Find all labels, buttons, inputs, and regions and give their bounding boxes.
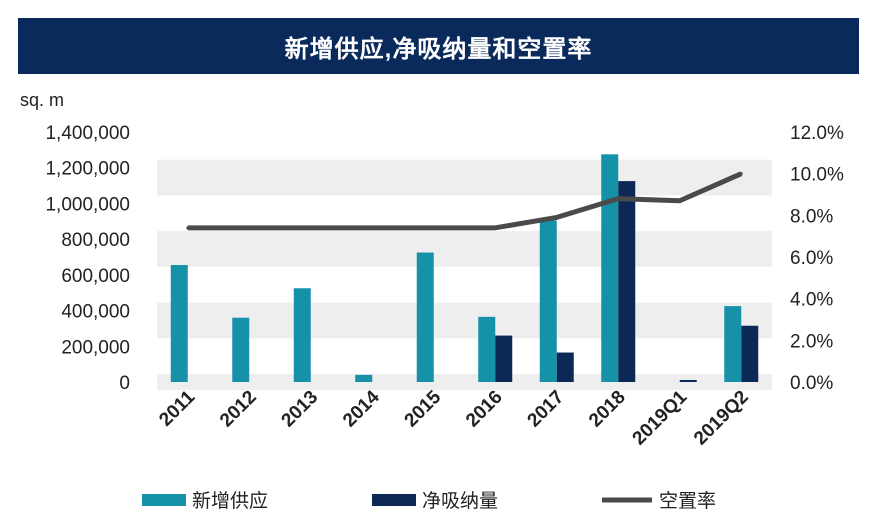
legend-label-net-absorption: 净吸纳量 <box>422 490 498 512</box>
x-tick-label: 2019Q2 <box>690 387 753 450</box>
bar-new-supply <box>601 154 619 382</box>
vacancy-point <box>678 199 682 203</box>
x-tick-label: 2011 <box>155 386 199 430</box>
x-tick-label: 2017 <box>524 387 569 432</box>
legend-label-new-supply: 新增供应 <box>192 490 268 512</box>
y-tick-label: 800,000 <box>61 230 130 251</box>
y2-tick-label: 6.0% <box>790 248 833 269</box>
x-tick-label: 2019Q1 <box>629 386 692 449</box>
vacancy-point <box>493 226 497 230</box>
vacancy-point <box>555 215 559 219</box>
legend: 新增供应 净吸纳量 空置率 <box>142 490 716 512</box>
bar-net-absorption <box>741 325 759 382</box>
bar-new-supply <box>724 306 742 382</box>
y-tick-label: 1,000,000 <box>45 194 130 215</box>
bar-new-supply <box>416 252 434 382</box>
y-tick-label: 600,000 <box>61 266 130 287</box>
bar-net-absorption <box>556 352 574 382</box>
bar-net-absorption <box>618 181 636 382</box>
y2-tick-label: 8.0% <box>790 206 833 227</box>
x-tick-label: 2013 <box>278 387 323 432</box>
chart-title: 新增供应,净吸纳量和空置率 <box>18 18 859 74</box>
y-tick-label: 1,200,000 <box>45 159 130 180</box>
x-tick-label: 2016 <box>462 387 507 432</box>
right-axis-ticks: 0.0% 2.0% 4.0% 6.0% 8.0% 10.0% 12.0% <box>790 123 844 394</box>
grid-band <box>157 159 772 176</box>
vacancy-point <box>247 226 251 230</box>
vacancy-point <box>616 197 620 201</box>
vacancy-point <box>739 172 743 176</box>
y-tick-label: 0 <box>119 373 130 394</box>
x-tick-label: 2014 <box>339 386 384 431</box>
y-tick-label: 400,000 <box>61 302 130 323</box>
left-axis-ticks: 0 200,000 400,000 600,000 800,000 1,000,000 1,… <box>45 123 130 394</box>
vacancy-line-group <box>186 171 743 231</box>
y-tick-label: 200,000 <box>61 337 130 358</box>
y-axis-unit-label: sq. m <box>20 90 64 110</box>
y2-tick-label: 0.0% <box>790 373 833 394</box>
bar-new-supply <box>478 316 496 382</box>
bar-new-supply <box>293 288 311 382</box>
vacancy-point <box>432 226 436 230</box>
bars-group <box>170 154 759 382</box>
vacancy-point <box>186 226 190 230</box>
x-tick-label: 2012 <box>216 387 261 432</box>
grid-band <box>157 231 772 248</box>
bar-net-absorption <box>679 380 697 382</box>
x-tick-label: 2015 <box>401 386 446 431</box>
y-tick-label: 1,400,000 <box>45 123 130 144</box>
bar-net-absorption <box>495 335 513 382</box>
y2-tick-label: 4.0% <box>790 290 833 311</box>
legend-label-vacancy: 空置率 <box>659 490 716 512</box>
grid-band <box>157 247 772 267</box>
bar-new-supply <box>170 265 188 382</box>
grid-band <box>157 175 772 196</box>
legend-swatch-new-supply <box>142 494 186 506</box>
y2-tick-label: 10.0% <box>790 165 844 186</box>
bar-new-supply <box>539 220 557 382</box>
legend-swatch-net-absorption <box>372 494 416 506</box>
bar-new-supply <box>355 374 373 382</box>
grid-band <box>157 302 772 319</box>
vacancy-point <box>370 226 374 230</box>
y2-tick-label: 2.0% <box>790 331 833 352</box>
y2-tick-label: 12.0% <box>790 123 844 144</box>
x-axis-ticks: 2011 2012 2013 2014 2015 2016 2017 20182019Q120… <box>155 386 753 449</box>
vacancy-point <box>309 226 313 230</box>
vacancy-line <box>187 171 743 231</box>
bar-new-supply <box>232 317 250 382</box>
x-tick-label: 2018 <box>585 387 630 432</box>
